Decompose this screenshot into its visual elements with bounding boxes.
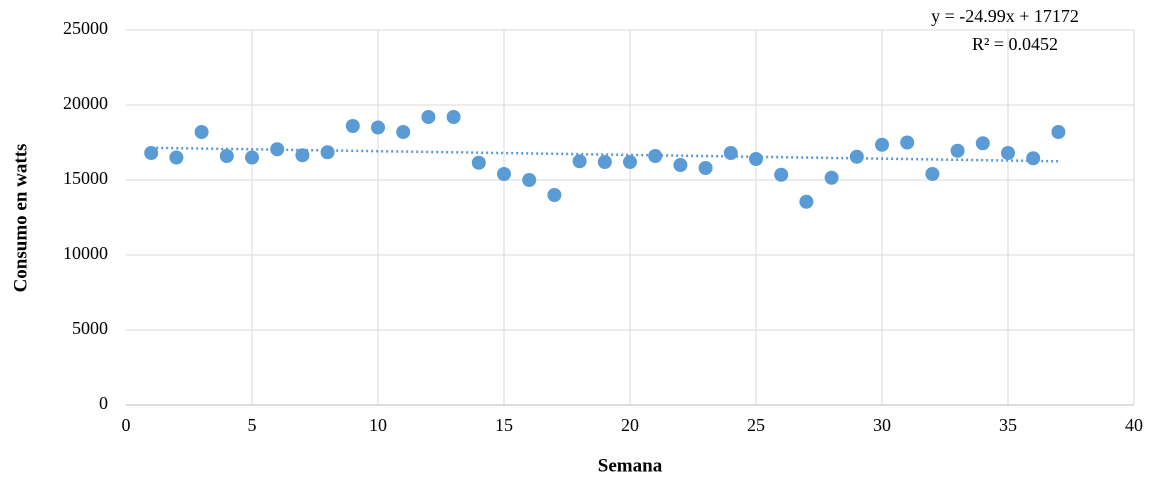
point <box>446 110 461 124</box>
x-tick-label: 40 <box>1125 415 1143 435</box>
y-tick-label: 10000 <box>63 243 108 263</box>
point <box>320 145 335 160</box>
point <box>623 155 637 169</box>
point <box>824 170 839 185</box>
point <box>849 149 864 164</box>
x-tick-label: 30 <box>873 415 891 435</box>
x-tick-label: 25 <box>747 415 765 435</box>
x-axis-title: Semana <box>598 455 663 476</box>
point <box>572 154 587 169</box>
y-tick-label: 5000 <box>72 318 108 338</box>
point <box>421 110 436 124</box>
point <box>1051 125 1066 139</box>
point <box>270 142 285 157</box>
point <box>950 143 965 158</box>
y-axis-title: Consumo en watts <box>10 144 31 293</box>
point <box>371 120 385 135</box>
y-tick-label: 20000 <box>63 93 108 113</box>
point <box>597 155 612 169</box>
point <box>875 137 889 152</box>
point <box>698 161 713 175</box>
point <box>749 152 763 166</box>
point <box>900 135 915 150</box>
y-tick-label: 15000 <box>63 168 108 188</box>
point <box>471 155 486 170</box>
point <box>144 146 159 160</box>
trend-equation: y = -24.99x + 17172 <box>931 6 1079 26</box>
x-tick-label: 5 <box>248 415 257 435</box>
point <box>245 150 259 165</box>
point <box>648 149 663 163</box>
point <box>295 148 310 163</box>
point <box>925 167 940 181</box>
point <box>219 149 234 163</box>
point <box>522 173 537 187</box>
y-tick-label: 0 <box>99 393 108 413</box>
point <box>345 119 360 133</box>
trend-r2: R² = 0.0452 <box>972 34 1058 54</box>
point <box>497 167 511 181</box>
point <box>673 158 688 172</box>
point <box>975 136 990 151</box>
point <box>169 150 184 165</box>
x-tick-label: 20 <box>621 415 639 435</box>
point <box>723 146 738 160</box>
point <box>799 194 814 209</box>
point <box>1001 146 1015 160</box>
x-tick-label: 0 <box>122 415 131 435</box>
x-tick-label: 10 <box>369 415 387 435</box>
point <box>396 125 411 139</box>
x-tick-label: 15 <box>495 415 513 435</box>
point <box>1026 151 1041 166</box>
point <box>774 167 789 182</box>
x-tick-label: 35 <box>999 415 1017 435</box>
point <box>194 125 209 139</box>
point <box>547 188 562 202</box>
y-tick-label: 25000 <box>63 18 108 38</box>
